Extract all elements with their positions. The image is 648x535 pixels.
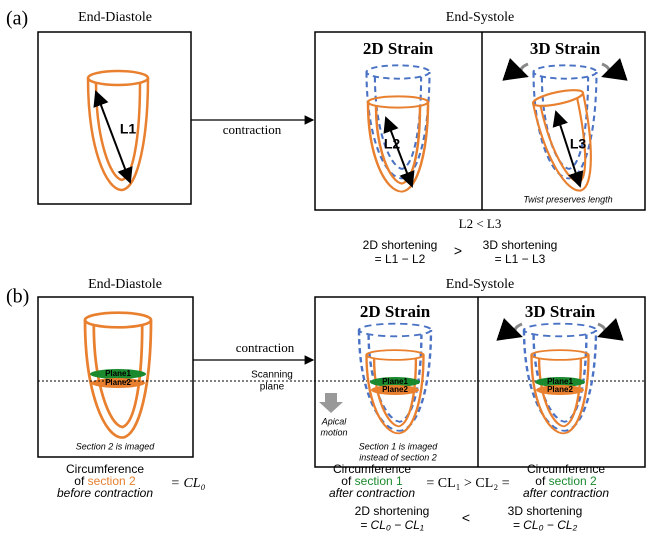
- phase-title: End-Diastole: [88, 277, 162, 292]
- equation: = CL₀: [171, 476, 206, 491]
- panel-label: (b): [6, 286, 29, 308]
- note: instead of section 2: [359, 452, 437, 462]
- equation: = CL₁ > CL₂ =: [426, 476, 509, 491]
- comparison: L2 < L3: [459, 216, 502, 231]
- shortening: = L1 − L2: [375, 252, 426, 266]
- strain-title: 3D Strain: [530, 39, 601, 58]
- panel-label: (a): [6, 8, 28, 30]
- twist-arrow: [598, 324, 605, 336]
- arrow-label: contraction: [236, 340, 295, 355]
- heart: [88, 71, 148, 190]
- length-arrow: [386, 118, 412, 186]
- shortening: = L1 − L3: [495, 252, 546, 266]
- twist-arrow: [521, 64, 528, 76]
- panel-box: [315, 32, 645, 210]
- strain-title: 3D Strain: [525, 302, 596, 321]
- note: Twist preserves length: [523, 194, 612, 204]
- shortening: 2D shortening: [363, 238, 438, 252]
- apical-arrow: [319, 393, 343, 413]
- phase-title: End-Diastole: [78, 10, 152, 25]
- length-label: L2: [384, 136, 401, 152]
- shortening: 3D shortening: [508, 504, 583, 518]
- note: Section 1 is imaged: [359, 441, 439, 451]
- strain-title: 2D Strain: [363, 39, 434, 58]
- strain-title: 2D Strain: [360, 302, 431, 321]
- scanning-label: plane: [260, 382, 285, 393]
- note: Section 2 is imaged: [76, 441, 156, 451]
- figure: (a) End-Diastole L1 contraction End-Syst…: [0, 0, 648, 535]
- twist-arrow: [602, 64, 609, 76]
- scanning-label: Scanning: [251, 370, 293, 381]
- shortening: = CL₀ − CL₁: [360, 518, 424, 532]
- apical-label: Apical: [321, 416, 348, 426]
- length-label: L1: [120, 121, 137, 137]
- phase-title: End-Systole: [446, 10, 514, 25]
- plane-label: Plane1: [105, 369, 131, 378]
- circ-text: after contraction: [523, 486, 609, 500]
- arrow-label: contraction: [223, 122, 282, 137]
- circ-text: after contraction: [329, 486, 415, 500]
- panel-box: [38, 32, 191, 204]
- circ-text: before contraction: [57, 486, 153, 500]
- shortening: 3D shortening: [483, 238, 558, 252]
- heart-outline: [534, 65, 597, 178]
- plane-label: Plane2: [105, 378, 131, 387]
- apical-label: motion: [320, 427, 347, 437]
- shortening: 2D shortening: [355, 504, 430, 518]
- operator: <: [462, 510, 470, 526]
- shortening: = CL₀ − CL₂: [513, 518, 578, 532]
- length-label: L3: [570, 136, 587, 152]
- plane-label: Plane2: [547, 385, 573, 394]
- plane-label: Plane2: [382, 385, 408, 394]
- operator: >: [454, 243, 462, 259]
- phase-title: End-Systole: [446, 277, 514, 292]
- twist-arrow: [515, 324, 522, 336]
